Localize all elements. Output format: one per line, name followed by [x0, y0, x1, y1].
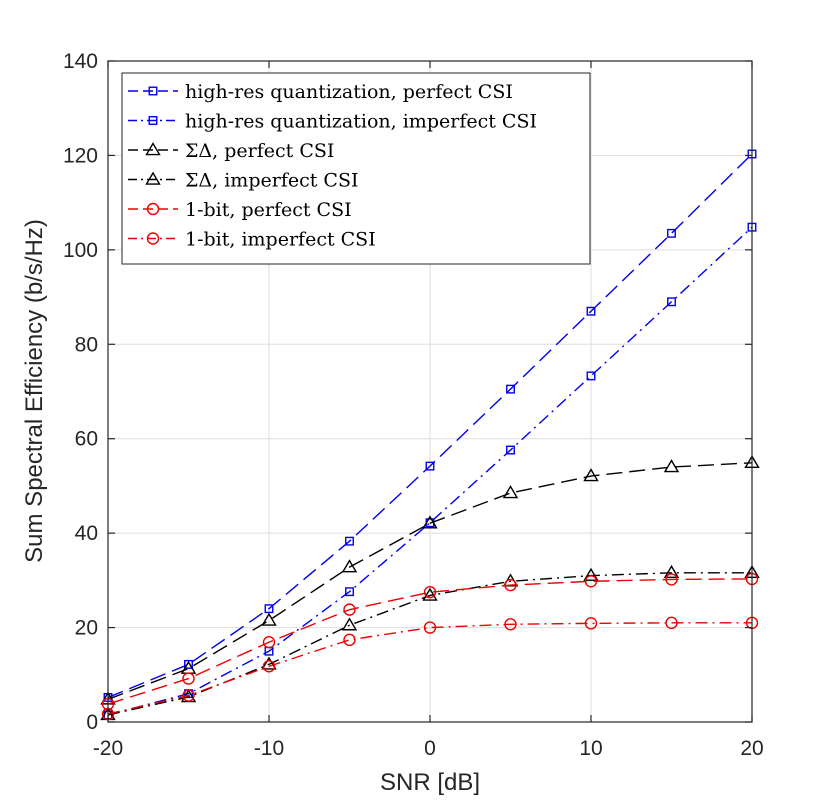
series-line [107, 578, 753, 705]
x-tick-label: 20 [740, 737, 763, 760]
legend-marker [148, 116, 158, 125]
y-tick-label: 0 [86, 711, 98, 734]
tick-layer: -20 -10 0 10 20 0 20 40 60 80 100 120 140 [63, 50, 764, 760]
legend-marker [146, 232, 160, 245]
legend-label: 1-bit, perfect CSI [185, 199, 352, 221]
legend-entry: ΣΔ, perfect CSI [128, 140, 334, 162]
data-point [663, 564, 680, 579]
legend-label: 1-bit, imperfect CSI [185, 229, 376, 251]
x-tick-label: 0 [424, 737, 436, 760]
series-line [107, 572, 752, 716]
data-point [261, 612, 277, 626]
data-point [586, 371, 596, 381]
data-point [583, 567, 599, 581]
data-point [182, 672, 195, 685]
y-axis-label: Sum Spectral Efficiency (b/s/Hz) [21, 219, 48, 563]
data-point [504, 578, 517, 592]
legend-entry: 1-bit, perfect CSI [128, 199, 352, 221]
data-point [423, 621, 437, 634]
legend-label: ΣΔ, imperfect CSI [185, 170, 358, 192]
y-tick-label: 40 [75, 522, 98, 545]
data-point [425, 461, 435, 471]
data-point [264, 604, 274, 614]
legend-marker [148, 86, 158, 96]
data-point [667, 228, 676, 238]
series-layer [100, 149, 760, 721]
legend-box [121, 72, 591, 265]
legend-marker [145, 142, 161, 156]
data-point [506, 445, 515, 455]
data-point [422, 587, 438, 601]
legend: high-res quantization, perfect CSI high-r… [121, 72, 591, 265]
data-point [422, 515, 438, 529]
y-tick-label: 20 [75, 617, 98, 640]
data-point [583, 468, 599, 482]
data-point [584, 575, 598, 588]
x-tick-label: 10 [579, 737, 602, 760]
series-line [107, 226, 753, 716]
data-point [502, 485, 519, 499]
data-point [665, 573, 678, 586]
data-point [343, 603, 356, 616]
legend-label: high-res quantization, imperfect CSI [185, 111, 537, 133]
series-line [107, 153, 753, 699]
data-point [506, 384, 515, 394]
data-point [423, 585, 437, 599]
data-point [586, 306, 596, 316]
legend-entry: 1-bit, imperfect CSI [128, 229, 376, 251]
data-point [262, 636, 276, 649]
legend-label: ΣΔ, perfect CSI [185, 140, 334, 162]
data-point [184, 659, 193, 669]
y-tick-label: 120 [63, 144, 98, 167]
data-point [262, 660, 276, 673]
data-point [341, 559, 358, 573]
data-point [345, 536, 354, 546]
y-tick-label: 100 [63, 239, 98, 262]
x-tick-label: -20 [93, 737, 123, 760]
data-point [665, 616, 678, 630]
y-tick-label: 60 [75, 428, 98, 451]
data-point [584, 617, 598, 630]
x-axis-label: SNR [dB] [380, 769, 480, 796]
data-point [345, 587, 354, 597]
legend-entry: ΣΔ, imperfect CSI [128, 170, 358, 192]
data-point [663, 459, 680, 473]
legend-label: high-res quantization, perfect CSI [185, 81, 513, 103]
data-point [504, 618, 517, 631]
series-line [107, 462, 753, 700]
legend-entry: high-res quantization, imperfect CSI [128, 111, 537, 133]
y-tick-label: 140 [63, 50, 98, 73]
y-tick-label: 80 [75, 333, 98, 356]
data-point [261, 656, 277, 670]
data-point [182, 689, 195, 702]
data-point [667, 297, 676, 307]
legend-entry: high-res quantization, perfect CSI [128, 81, 513, 103]
legend-entries: high-res quantization, perfect CSI high-r… [128, 81, 537, 251]
data-point [341, 617, 358, 631]
data-point [343, 633, 356, 647]
legend-marker [145, 171, 161, 185]
series-square-dashed [103, 149, 757, 702]
legend-marker [146, 202, 160, 216]
x-tick-label: -10 [254, 737, 284, 760]
